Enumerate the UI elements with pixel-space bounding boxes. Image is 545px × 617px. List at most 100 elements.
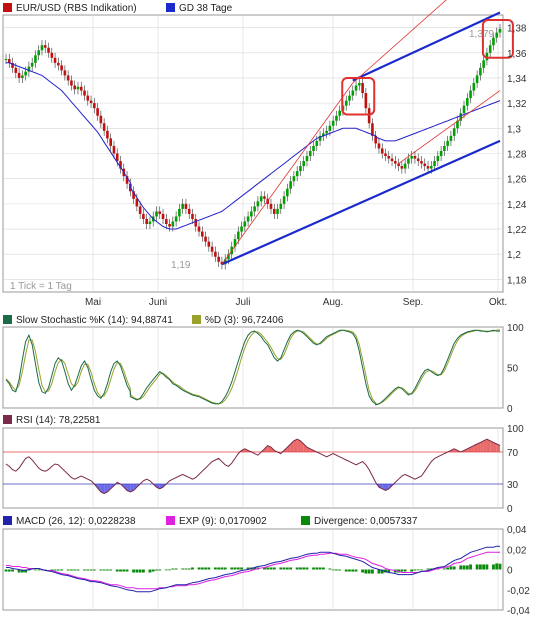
divergence-bar (115, 569, 119, 572)
candle-body (145, 218, 148, 225)
candle-body (194, 218, 198, 227)
y-tick-label: 0 (507, 504, 513, 515)
y-tick-label: 1,32 (507, 99, 527, 110)
divergence-bar (223, 567, 227, 570)
divergence-bar (482, 564, 486, 570)
y-tick-label: 1,3 (507, 124, 521, 135)
divergence-bar (354, 569, 358, 572)
stoch-legend: Slow Stochastic %K (14): 94,88741 %D (3)… (3, 315, 284, 326)
candle-body (30, 62, 34, 67)
divergence-bar (344, 569, 348, 572)
candle-body (479, 67, 482, 76)
divergence-bar (469, 564, 472, 570)
divergence-bar (230, 567, 234, 570)
price-panel (4, 0, 514, 270)
divergence-bar (462, 565, 466, 570)
highlight-box-aug (341, 76, 376, 116)
y-axis-labels: 1,38 1,36 1,34 1,32 1,3 1,28 1,26 1,24 1,22 1,2 1,… (507, 24, 530, 617)
divergence-bar (73, 569, 77, 571)
divergence-bar (135, 569, 139, 573)
candle-body (184, 203, 188, 209)
rsi-oversold-fill (123, 484, 128, 491)
divergence-bar (485, 564, 489, 570)
candle-body (263, 196, 266, 199)
candle-body (322, 133, 325, 136)
candle-body (459, 113, 463, 121)
x-tick-label: Mai (85, 297, 101, 308)
divergence-bar (279, 567, 283, 570)
candle-body (452, 128, 456, 136)
divergence-bar (106, 569, 109, 571)
candle-body (57, 62, 60, 66)
divergence-bar (371, 569, 374, 574)
rsi-oversold-fill (133, 484, 137, 491)
candle-body (256, 201, 260, 207)
divergence-bar (299, 567, 302, 570)
divergence-bar (43, 569, 47, 571)
candle-body (475, 75, 479, 83)
candle-body (102, 123, 106, 131)
rsi-oversold-fill (107, 484, 111, 492)
divergence-bar (220, 567, 224, 570)
candle-body (178, 208, 181, 217)
divergence-bar (92, 569, 96, 571)
rsi-overbought-fill (496, 444, 500, 452)
candle-body (394, 161, 397, 164)
candle-body (302, 161, 306, 167)
divergence-bar (361, 569, 364, 573)
divergence-bar (138, 569, 142, 573)
legend-stoch-k: Slow Stochastic %K (14): 94,88741 (16, 315, 173, 326)
divergence-bar (246, 567, 250, 570)
candle-body (7, 59, 11, 63)
divergence-bar (207, 567, 211, 570)
candle-body (115, 153, 119, 162)
candle-body (165, 218, 168, 225)
divergence-bar (348, 569, 351, 572)
rsi-panel (3, 438, 503, 495)
y-tick-label: 1,28 (507, 150, 527, 161)
candle-body (495, 32, 499, 38)
candle-body (443, 145, 446, 151)
divergence-bar (321, 567, 325, 570)
divergence-bar (367, 569, 371, 574)
candle-body (210, 246, 214, 252)
candle-body (187, 208, 191, 214)
macd-legend: MACD (26, 12): 0,0228238 EXP (9): 0,0170… (3, 516, 418, 527)
candle-body (390, 158, 394, 162)
candle-body (286, 188, 289, 197)
annotation-low: 1,19 (171, 260, 191, 271)
y-tick-label: 0 (507, 566, 513, 577)
divergence-bar (20, 569, 24, 573)
divergence-bar (442, 568, 446, 570)
divergence-bar (164, 569, 168, 571)
candle-body (14, 67, 18, 73)
candle-body (158, 211, 162, 214)
candle-body (243, 221, 247, 227)
y-tick-label: 1,34 (507, 74, 527, 85)
divergence-bar (76, 569, 80, 571)
divergence-bar (53, 569, 57, 571)
x-tick-label: Sep. (403, 297, 424, 308)
candle-body (217, 256, 220, 262)
legend-exp: EXP (9): 0,0170902 (179, 516, 267, 527)
candle-body (259, 196, 263, 202)
legend-swatch-stoch-k (3, 315, 12, 324)
candle-body (171, 221, 175, 227)
divergence-bar (233, 567, 237, 570)
x-tick-label: Okt. (489, 297, 507, 308)
annotation-high: 1,379 (469, 29, 494, 40)
divergence-bar (364, 569, 368, 574)
candle-body (449, 135, 453, 141)
candle-body (269, 203, 273, 209)
x-tick-label: Juni (149, 297, 167, 308)
candle-body (354, 85, 358, 91)
candle-body (4, 59, 8, 61)
divergence-bar (318, 567, 322, 570)
rsi-oversold-fill (375, 484, 379, 488)
rsi-frame (2, 427, 504, 509)
y-tick-label: 1,38 (507, 24, 527, 35)
candle-body (315, 140, 319, 146)
candle-body (112, 145, 116, 154)
candle-body (109, 138, 112, 146)
divergence-bar (56, 569, 60, 571)
